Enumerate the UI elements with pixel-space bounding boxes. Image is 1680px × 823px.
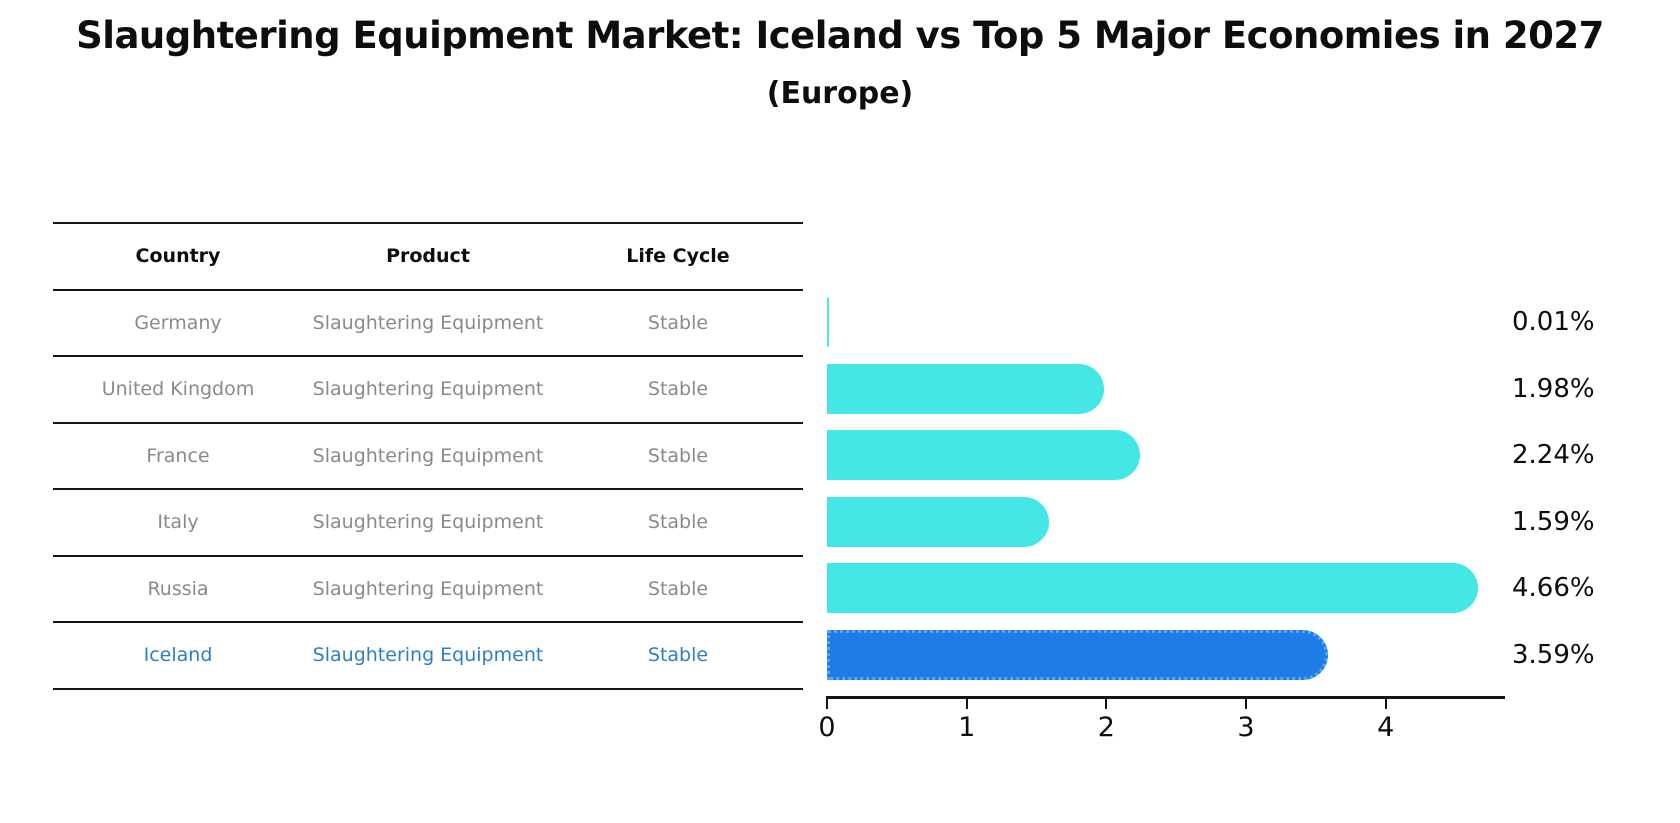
table-cell-product: Slaughtering Equipment: [312, 511, 544, 534]
table-cell-country: France: [146, 444, 210, 467]
value-label: 0.01%: [1512, 307, 1595, 337]
table-cell-country: United Kingdom: [101, 378, 255, 401]
table-cell-life-cycle: Stable: [647, 644, 709, 667]
table-cell-product: Slaughtering Equipment: [312, 378, 544, 401]
x-tick-label: 4: [1377, 712, 1395, 743]
table-cell-life-cycle: Stable: [647, 311, 709, 334]
table-cell-country: Russia: [147, 577, 209, 600]
x-tick-label: 0: [818, 712, 836, 743]
x-tick-label: 2: [1097, 712, 1115, 743]
chart-subtitle: (Europe): [766, 76, 914, 111]
bar-germany: [827, 297, 829, 347]
chart-title: Slaughtering Equipment Market: Iceland v…: [76, 14, 1604, 57]
table-cell-life-cycle: Stable: [647, 378, 709, 401]
table-header-product: Product: [386, 245, 470, 268]
bar-iceland: [827, 630, 1329, 680]
bar-russia: [827, 563, 1478, 613]
table-row: Russia Slaughtering Equipment Stable: [53, 557, 803, 623]
x-tick-mark: [1105, 696, 1108, 709]
bar-france: [827, 430, 1140, 480]
x-tick-label: 3: [1237, 712, 1255, 743]
table-cell-product: Slaughtering Equipment: [312, 577, 544, 600]
info-table: Country Product Life Cycle Germany Slaugh…: [53, 222, 803, 690]
table-cell-product: Slaughtering Equipment: [312, 644, 544, 667]
table-row: United Kingdom Slaughtering Equipment Stab…: [53, 357, 803, 424]
table-row: France Slaughtering Equipment Stable: [53, 424, 803, 490]
table-header-country: Country: [135, 245, 221, 268]
table-cell-life-cycle: Stable: [647, 511, 709, 534]
value-label: 1.59%: [1512, 507, 1595, 537]
table-cell-product: Slaughtering Equipment: [312, 311, 544, 334]
x-tick-mark: [1245, 696, 1247, 709]
x-axis-line: [827, 696, 1505, 699]
value-label: 4.66%: [1512, 573, 1595, 603]
x-tick-mark: [826, 696, 828, 709]
bar-united-kingdom: [827, 364, 1104, 414]
table-cell-product: Slaughtering Equipment: [312, 444, 544, 467]
table-header-row: Country Product Life Cycle: [53, 224, 803, 291]
table-row: Iceland Slaughtering Equipment Stable: [53, 623, 803, 690]
table-cell-life-cycle: Stable: [647, 444, 709, 467]
x-tick-mark: [965, 696, 968, 709]
table-cell-country: Germany: [134, 311, 222, 334]
table-cell-country: Italy: [157, 511, 199, 534]
table-cell-life-cycle: Stable: [647, 577, 709, 600]
table-row: Italy Slaughtering Equipment Stable: [53, 490, 803, 557]
table-cell-country: Iceland: [143, 644, 213, 667]
table-row: Germany Slaughtering Equipment Stable: [53, 291, 803, 357]
value-label: 2.24%: [1512, 440, 1595, 470]
x-tick-mark: [1384, 696, 1387, 709]
value-label: 3.59%: [1512, 640, 1595, 670]
x-tick-label: 1: [958, 712, 976, 743]
bar-italy: [827, 497, 1050, 547]
table-header-life-cycle: Life Cycle: [626, 245, 730, 268]
value-label: 1.98%: [1512, 374, 1595, 404]
